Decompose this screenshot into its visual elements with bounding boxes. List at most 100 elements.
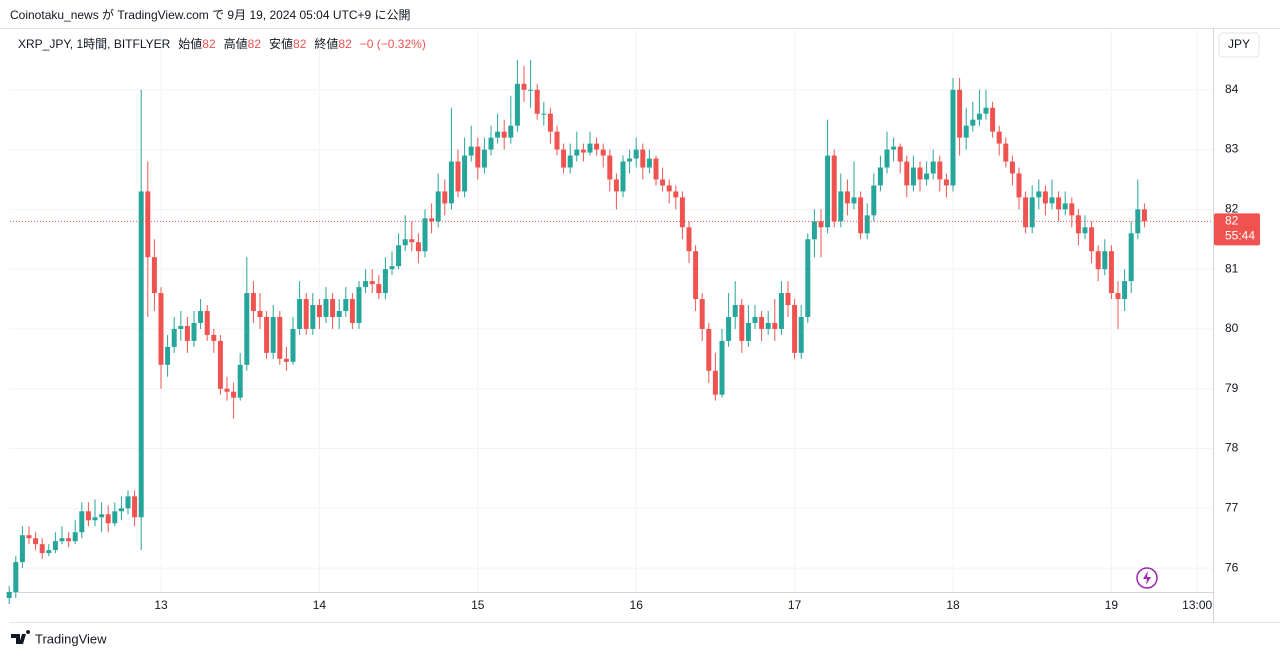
candle-body [587, 143, 593, 153]
candle-body [693, 251, 699, 300]
candle-body [138, 191, 144, 518]
candle-body [726, 316, 732, 341]
candle-body [237, 364, 243, 398]
candle-body [752, 316, 758, 323]
candle-body [231, 391, 237, 398]
candle-body [244, 293, 250, 365]
candle-body [778, 293, 784, 329]
candle-body [910, 167, 916, 186]
candle-body [19, 535, 25, 563]
candle-body [184, 325, 190, 341]
candle-body [422, 218, 428, 252]
candle-body [963, 125, 969, 138]
candle-body [224, 388, 230, 392]
candle-body [105, 514, 111, 524]
candle-body [871, 185, 877, 216]
candle-body [349, 299, 355, 323]
candle-body [745, 322, 751, 341]
candle-body [554, 131, 560, 150]
candle-body [204, 311, 210, 335]
x-tick-label: 19 [1105, 598, 1119, 612]
candle-body [369, 281, 375, 285]
candle-body [1141, 209, 1147, 222]
candle-body [270, 316, 276, 353]
candle-body [930, 161, 936, 174]
legend-field-value: 82 [293, 37, 307, 51]
candle-body [297, 299, 303, 329]
candle-body [765, 322, 771, 329]
candle-body [937, 161, 943, 180]
candle-body [1016, 173, 1022, 198]
candle-body [415, 242, 421, 252]
candle-body [950, 89, 956, 186]
candle-body [943, 179, 949, 186]
candle-body [785, 293, 791, 306]
candle-body [495, 131, 501, 138]
candle-body [666, 185, 672, 192]
x-tick-label: 15 [471, 598, 485, 612]
candle-body [79, 511, 85, 533]
candle-body [475, 146, 481, 168]
candle-body [165, 346, 171, 365]
y-tick-label: 84 [1225, 82, 1239, 96]
candle-body [323, 299, 329, 317]
candle-body [792, 305, 798, 353]
candle-body [897, 146, 903, 162]
candle-body [508, 125, 514, 138]
candle-body [1089, 227, 1095, 252]
x-tick-label: 13 [154, 598, 168, 612]
candle-body [257, 311, 263, 317]
candle-body [1023, 197, 1029, 228]
candle-body [1082, 227, 1088, 234]
y-tick-label: 81 [1225, 261, 1239, 275]
candle-body [99, 514, 105, 518]
candle-body [13, 562, 19, 592]
logo-mark [11, 630, 31, 644]
legend-field-value: 82 [202, 37, 216, 51]
candle-body [521, 83, 527, 90]
candle-body [660, 179, 666, 186]
candle-body [376, 284, 382, 294]
candle-body [838, 191, 844, 222]
candle-body [970, 119, 976, 126]
currency[interactable]: JPY [1228, 37, 1250, 51]
candle-body [1003, 143, 1009, 162]
candle-body [679, 197, 685, 228]
y-tick-label: 82 [1225, 202, 1239, 216]
candle-body [356, 287, 362, 323]
alert-bolt [1143, 571, 1151, 585]
candle-body [924, 173, 930, 180]
candle-body [85, 511, 91, 521]
candle-body [1102, 251, 1108, 270]
candle-body [72, 532, 78, 542]
candle-body [402, 239, 408, 246]
candle-body [33, 538, 39, 545]
candle-body [198, 311, 204, 323]
legend-change: −0 (−0.32%) [360, 37, 426, 51]
candle-body [983, 107, 989, 114]
candle-body [719, 340, 725, 395]
candle-body [528, 89, 534, 91]
candle-body [283, 358, 289, 362]
candle-body [429, 218, 435, 222]
candle-body [435, 191, 441, 222]
candle-body [46, 550, 52, 554]
candle-body [462, 155, 468, 192]
candle-body [6, 592, 12, 598]
currency-box[interactable] [1218, 32, 1260, 58]
candle-body [92, 517, 98, 521]
candle-body [844, 191, 850, 204]
candle-body [409, 239, 415, 243]
candle-body [620, 161, 626, 192]
candle-body [917, 167, 923, 180]
candle-body [646, 158, 652, 168]
candle-body [26, 535, 32, 539]
candle-body [468, 146, 474, 156]
candle-body [1009, 161, 1015, 174]
logo-text: TradingView [35, 631, 107, 646]
legend-field-label: 高値 [224, 36, 248, 51]
x-tick-label: 17 [788, 598, 802, 612]
candle-body [739, 305, 745, 341]
x-tick-label: 16 [630, 598, 644, 612]
